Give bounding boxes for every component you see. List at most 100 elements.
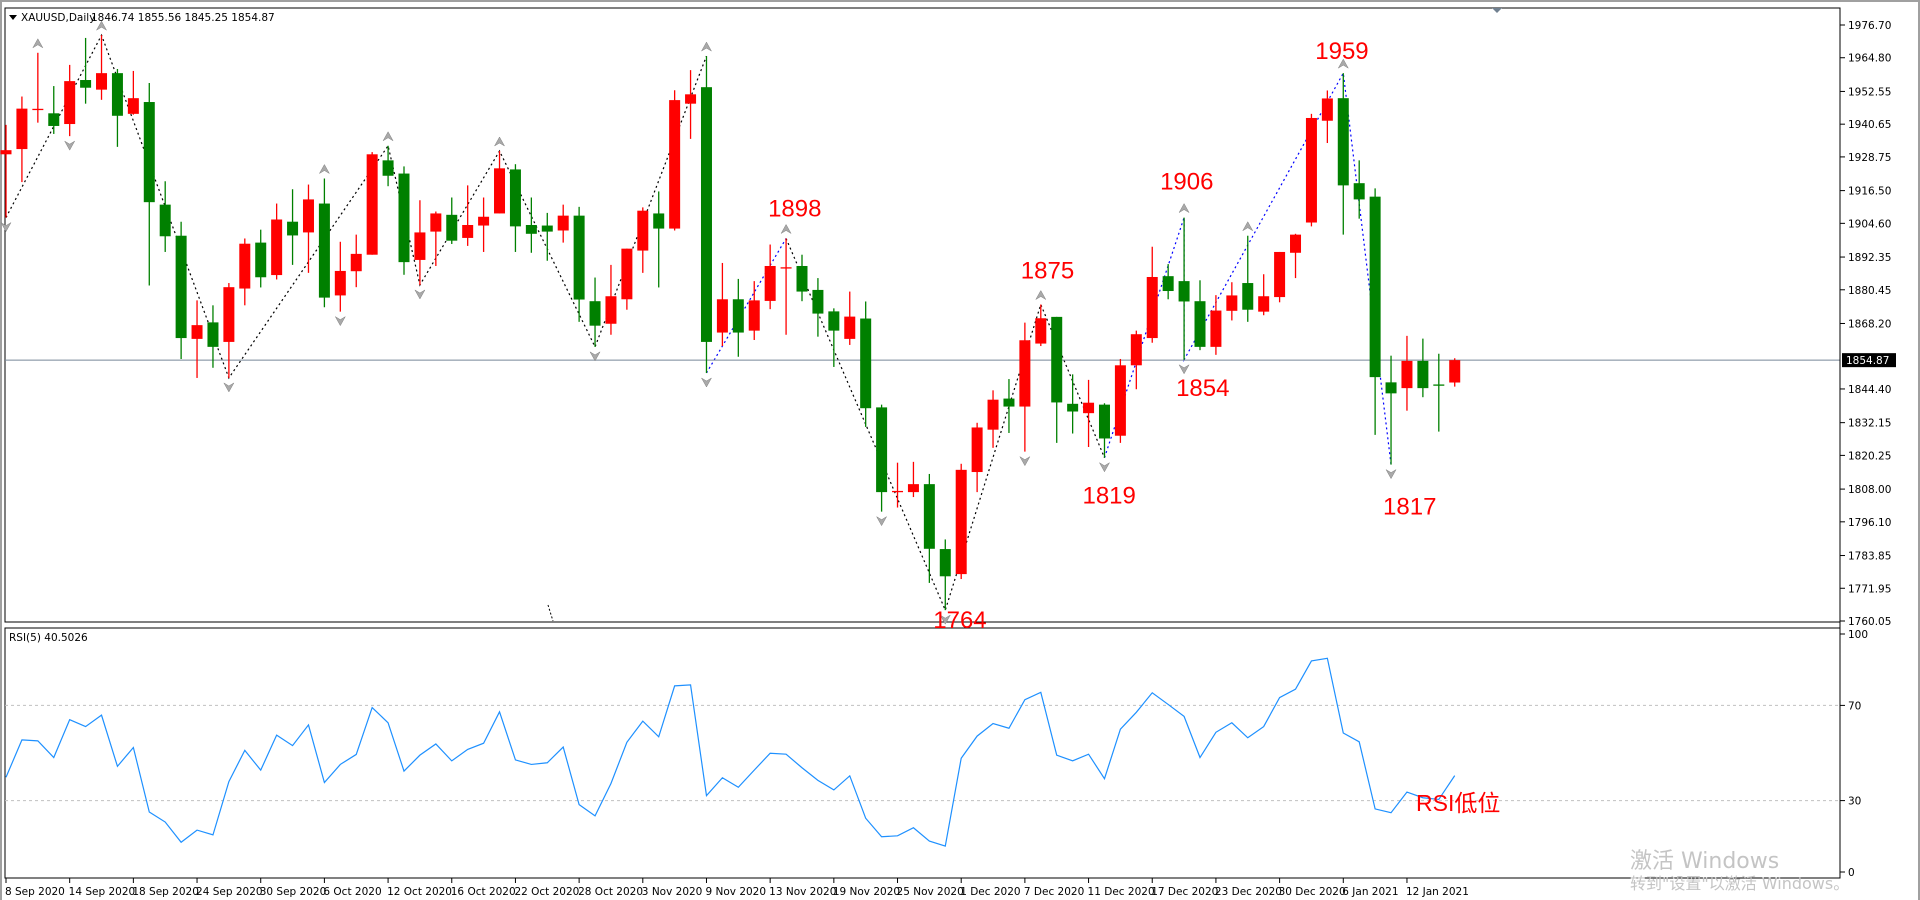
candle-body bbox=[1019, 340, 1031, 407]
candle-body bbox=[653, 213, 665, 229]
candle-body bbox=[589, 301, 601, 326]
candle-body bbox=[478, 216, 490, 226]
candle bbox=[812, 278, 824, 337]
candle-body bbox=[1226, 295, 1238, 311]
candle-body bbox=[96, 73, 108, 90]
windows-activation-watermark: 激活 Windows bbox=[1630, 849, 1779, 874]
candle-body bbox=[191, 325, 203, 339]
candle-body bbox=[1146, 276, 1158, 339]
fractal-down-arrow-icon bbox=[1019, 455, 1031, 467]
fractal-up-arrow-icon bbox=[1242, 221, 1254, 232]
candle bbox=[1019, 322, 1031, 452]
candle bbox=[1290, 233, 1302, 279]
candle-body bbox=[573, 215, 585, 300]
candle-body bbox=[175, 235, 187, 339]
candle bbox=[1242, 235, 1254, 322]
candle bbox=[96, 35, 108, 100]
candle bbox=[398, 166, 410, 275]
candle-body bbox=[1114, 365, 1126, 436]
rsi-tick-label: 100 bbox=[1848, 629, 1868, 641]
price-axis[interactable]: 1976.70 1964.80 1952.55 1940.65 1928.75 1916.… bbox=[1839, 8, 1891, 878]
candle-body bbox=[48, 113, 60, 126]
candle bbox=[16, 96, 28, 183]
zigzag-segment-blue bbox=[705, 238, 787, 374]
candle-body bbox=[430, 213, 442, 232]
candle-body bbox=[1353, 183, 1365, 200]
candle bbox=[318, 178, 330, 308]
fractal-down-arrow-icon bbox=[1385, 468, 1397, 480]
rsi-line bbox=[5, 657, 1456, 847]
candle-body bbox=[732, 299, 744, 333]
candle bbox=[494, 150, 506, 214]
candle bbox=[669, 90, 681, 231]
price-tick-label: 1940.65 bbox=[1848, 119, 1891, 131]
candle bbox=[1385, 355, 1397, 465]
candle-body bbox=[955, 469, 967, 575]
price-annotations: 1898 1764 1875 1906 1959 1854 1819 1817 bbox=[768, 38, 1436, 634]
candle-body bbox=[748, 300, 760, 331]
date-label: 11 Dec 2020 bbox=[1088, 886, 1155, 898]
candle bbox=[907, 461, 919, 498]
fractal-down-arrow-icon bbox=[64, 140, 76, 151]
candle-body bbox=[1449, 360, 1461, 383]
candle-body bbox=[1321, 98, 1333, 121]
candle bbox=[1210, 295, 1222, 355]
rsi-tick-label: 0 bbox=[1848, 867, 1855, 879]
price-tick-label: 1928.75 bbox=[1848, 152, 1891, 164]
rsi-panel[interactable] bbox=[4, 627, 1841, 879]
fractal-down-arrow-icon bbox=[589, 351, 601, 362]
candle bbox=[605, 264, 617, 335]
fractal-down-arrow-icon bbox=[1098, 462, 1111, 473]
candle-body bbox=[414, 232, 426, 260]
candle-body bbox=[1035, 318, 1047, 344]
candle-body bbox=[223, 287, 235, 342]
candle-body bbox=[1067, 403, 1079, 412]
candle bbox=[446, 197, 458, 244]
candle bbox=[350, 234, 362, 288]
candle bbox=[637, 207, 649, 273]
candle-body bbox=[287, 221, 299, 236]
candle-body bbox=[1274, 251, 1286, 298]
date-label: 22 Oct 2020 bbox=[514, 886, 579, 898]
candle bbox=[302, 184, 314, 273]
candle-body bbox=[796, 265, 808, 292]
candle bbox=[64, 64, 76, 137]
symbol-menu-arrow-icon[interactable] bbox=[9, 15, 17, 20]
candle-body bbox=[350, 253, 362, 272]
candle bbox=[1258, 274, 1270, 316]
rsi-indicator-title: RSI(5) 40.5026 bbox=[9, 632, 88, 644]
price-tick-label: 1868.20 bbox=[1848, 318, 1891, 330]
rsi-axis[interactable]: 100 70 30 0 bbox=[1840, 629, 1868, 879]
chart-ohlc-values: 1846.74 1855.56 1845.25 1854.87 bbox=[91, 12, 275, 24]
price-tick-label: 1880.45 bbox=[1848, 285, 1891, 297]
candle bbox=[1194, 280, 1206, 351]
price-annotation-1817: 1817 bbox=[1383, 494, 1436, 521]
candle bbox=[1369, 188, 1381, 435]
fractal-down-arrow-icon bbox=[223, 382, 235, 393]
chart-shift-marker[interactable] bbox=[1492, 8, 1502, 13]
fractal-down-arrow-icon bbox=[875, 515, 888, 527]
fractal-down-arrow-icon bbox=[700, 377, 713, 388]
candle-body bbox=[1290, 234, 1302, 253]
fractal-up-arrow-icon bbox=[318, 163, 331, 175]
candle-body bbox=[860, 318, 872, 409]
current-price-label-bg bbox=[1842, 353, 1896, 368]
fractal-up-arrow-icon bbox=[700, 41, 713, 52]
candle bbox=[1433, 353, 1445, 432]
candle bbox=[700, 56, 712, 373]
candle bbox=[478, 197, 490, 252]
main-panel[interactable] bbox=[4, 7, 1841, 623]
fractal-up-arrow-icon bbox=[95, 20, 108, 31]
fractal-down-arrow-icon bbox=[0, 221, 12, 233]
candle-body bbox=[239, 243, 251, 289]
price-tick-label: 1771.95 bbox=[1848, 583, 1891, 595]
candle-body bbox=[255, 242, 267, 278]
candle bbox=[287, 189, 299, 265]
candle bbox=[0, 124, 12, 218]
rsi-tick-label: 30 bbox=[1848, 796, 1861, 808]
candle bbox=[892, 462, 904, 508]
candle bbox=[1067, 374, 1079, 434]
date-label: 14 Sep 2020 bbox=[69, 886, 136, 898]
